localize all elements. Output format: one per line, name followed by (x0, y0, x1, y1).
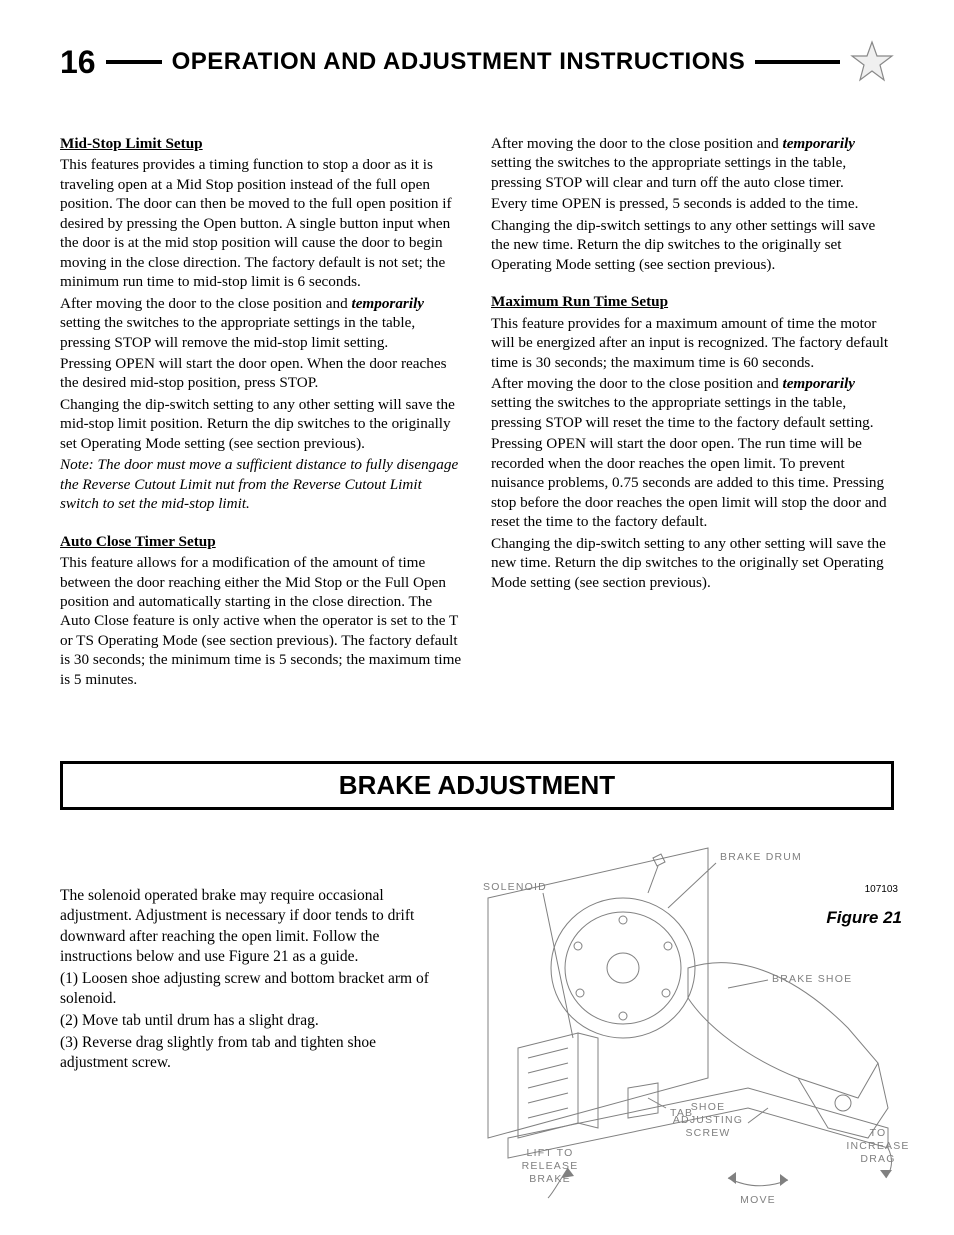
label-shoe-adj-1: SHOE (691, 1101, 726, 1113)
text: After moving the door to the close posit… (491, 375, 782, 392)
brake-section: The solenoid operated brake may require … (60, 838, 894, 1223)
heading-mid-stop: Mid-Stop Limit Setup (60, 134, 463, 153)
text-block: This feature allows for a modification o… (60, 553, 463, 689)
text-block: Pressing OPEN will start the door open. … (60, 354, 463, 393)
label-inc-3: DRAG (860, 1153, 895, 1165)
step: (2) Move tab until drum has a slight dra… (60, 1011, 430, 1031)
text-block: After moving the door to the close posit… (491, 134, 894, 192)
text-block: Every time OPEN is pressed, 5 seconds is… (491, 194, 894, 213)
text-block: This feature provides for a maximum amou… (491, 314, 894, 372)
text-block: Changing the dip-switch setting to any o… (491, 534, 894, 592)
brake-diagram: SOLENOID BRAKE DRUM BRAKE SHOE TAB SHOE … (448, 838, 908, 1218)
label-lift-1: LIFT TO (527, 1147, 574, 1159)
label-lift-3: BRAKE (529, 1173, 571, 1185)
step: (3) Reverse drag slightly from tab and t… (60, 1033, 430, 1073)
text: After moving the door to the close posit… (491, 135, 782, 152)
emphasis: temporarily (782, 135, 855, 152)
page-number: 16 (60, 44, 96, 81)
body-columns: Mid-Stop Limit Setup This features provi… (60, 134, 894, 691)
text-block: The solenoid operated brake may require … (60, 886, 430, 967)
text: setting the switches to the appropriate … (491, 154, 846, 190)
emphasis: temporarily (782, 375, 855, 392)
heading-max-run: Maximum Run Time Setup (491, 292, 894, 311)
text: setting the switches to the appropriate … (60, 314, 415, 350)
step: (1) Loosen shoe adjusting screw and bott… (60, 969, 430, 1009)
section-title: BRAKE ADJUSTMENT (339, 770, 615, 800)
brake-instructions: The solenoid operated brake may require … (60, 886, 430, 1075)
brake-figure: 107103 Figure 21 (448, 838, 908, 1223)
page-title: OPERATION AND ADJUSTMENT INSTRUCTIONS (172, 48, 746, 76)
text-block: After moving the door to the close posit… (491, 374, 894, 432)
figure-code: 107103 (865, 884, 898, 895)
text-block: Changing the dip-switch setting to any o… (60, 395, 463, 453)
text-block: Pressing OPEN will start the door open. … (491, 434, 894, 531)
figure-label: Figure 21 (826, 908, 902, 928)
column-left: Mid-Stop Limit Setup This features provi… (60, 134, 463, 691)
column-right: After moving the door to the close posit… (491, 134, 894, 691)
label-brake-drum: BRAKE DRUM (720, 851, 802, 863)
text: setting the switches to the appropriate … (491, 394, 874, 430)
label-brake-shoe: BRAKE SHOE (772, 973, 852, 985)
star-icon (850, 40, 894, 84)
text-block: Changing the dip-switch settings to any … (491, 216, 894, 274)
label-solenoid: SOLENOID (483, 881, 547, 893)
text: After moving the door to the close posit… (60, 295, 351, 312)
label-shoe-adj-2: ADJUSTING (673, 1114, 743, 1126)
heading-auto-close: Auto Close Timer Setup (60, 532, 463, 551)
label-inc-2: INCREASE (846, 1140, 908, 1152)
text-block: After moving the door to the close posit… (60, 294, 463, 352)
section-title-box: BRAKE ADJUSTMENT (60, 761, 894, 810)
label-shoe-adj-3: SCREW (685, 1127, 730, 1139)
page-header: 16 OPERATION AND ADJUSTMENT INSTRUCTIONS (60, 40, 894, 84)
note-text: Note: The door must move a sufficient di… (60, 455, 463, 513)
header-rule-right (755, 60, 840, 64)
header-rule-left (106, 60, 162, 64)
text-block: This features provides a timing function… (60, 155, 463, 291)
emphasis: temporarily (351, 295, 424, 312)
label-lift-2: RELEASE (522, 1160, 579, 1172)
label-inc-1: TO (870, 1127, 887, 1139)
label-move: MOVE (740, 1194, 776, 1206)
